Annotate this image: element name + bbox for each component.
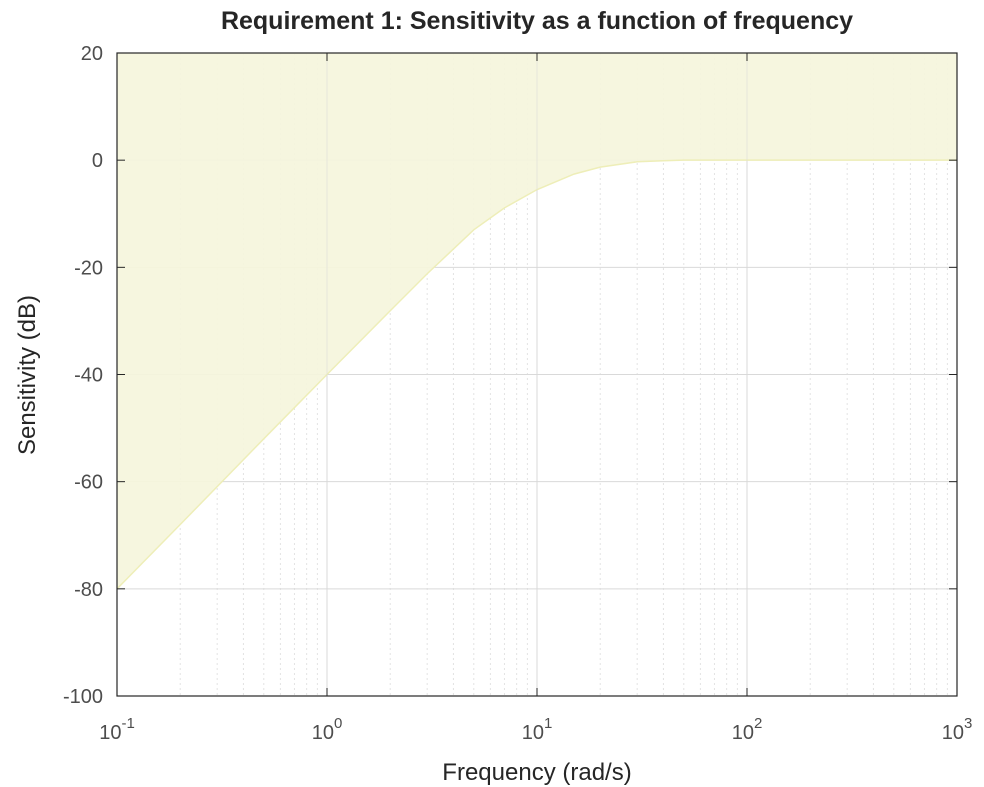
y-tick-label: -100 [63, 686, 103, 708]
y-tick-label: -40 [74, 365, 103, 387]
x-tick-label: 10-1 [99, 715, 135, 744]
y-axis-label: Sensitivity (dB) [14, 295, 41, 455]
tick-label-layer: 10-1 100 101 102 103 20 0 -20 -40 -60 -80 -100 [63, 43, 972, 744]
y-tick-label: 0 [92, 150, 103, 172]
x-tick-label: 102 [732, 715, 763, 744]
x-axis-label: Frequency (rad/s) [442, 759, 631, 786]
chart-title: Requirement 1: Sensitivity as a function… [221, 7, 853, 35]
axes-layer [116, 52, 958, 697]
y-tick-label: -20 [74, 257, 103, 279]
y-tick-label: -60 [74, 472, 103, 494]
x-tick-label: 101 [522, 715, 553, 744]
y-tick-label: -80 [74, 579, 103, 601]
x-tick-label: 103 [942, 715, 973, 744]
y-tick-label: 20 [81, 43, 103, 65]
x-tick-label: 100 [312, 715, 343, 744]
